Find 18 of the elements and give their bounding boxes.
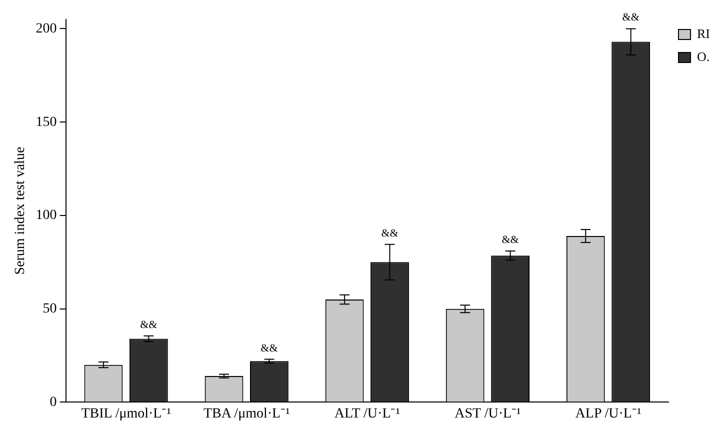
x-tick-label: TBA /μmol·L⁻¹ <box>203 406 290 422</box>
annotation: && <box>140 318 158 331</box>
y-tick-label: 50 <box>42 302 57 317</box>
legend-label: RI <box>697 26 710 41</box>
x-tick-label: TBIL /μmol·L⁻¹ <box>81 406 171 422</box>
annotation: && <box>260 342 278 354</box>
annotation: && <box>502 234 520 246</box>
x-tick-label: ALT /U·L⁻¹ <box>334 406 400 422</box>
y-tick-label: 0 <box>50 394 57 410</box>
y-tick-label: 200 <box>36 21 57 36</box>
y-tick-label: 100 <box>36 208 57 224</box>
y-axis-title: Serum index test value <box>13 146 28 275</box>
x-tick-label: ALP /U·L⁻¹ <box>575 406 642 422</box>
annotation: && <box>622 12 640 24</box>
annotation: && <box>381 227 399 240</box>
y-tick-label: 150 <box>36 114 57 130</box>
x-tick-label: AST /U·L⁻¹ <box>454 406 521 422</box>
legend-label: O. <box>697 48 710 64</box>
